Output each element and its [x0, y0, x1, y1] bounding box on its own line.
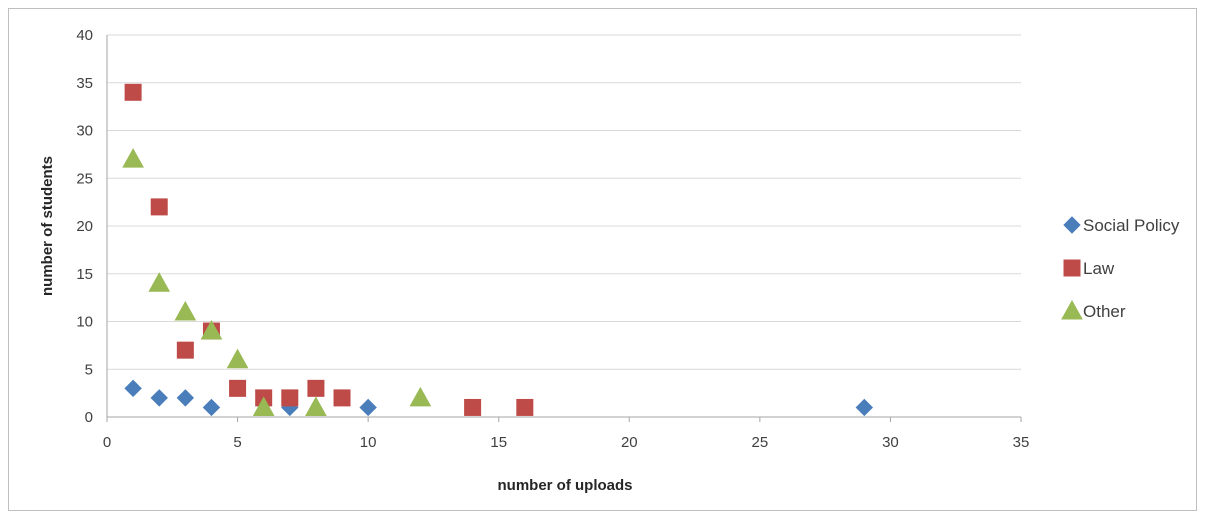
y-tick-label: 0 [85, 409, 93, 426]
legend-marker-law [1063, 259, 1081, 277]
data-point-law [281, 389, 299, 407]
legend-item-other: Other [1061, 299, 1126, 321]
x-tick-label: 35 [1013, 434, 1030, 451]
data-point-other [148, 272, 171, 292]
legend-label-other: Other [1083, 302, 1126, 321]
axes [106, 35, 1022, 422]
data-point-law [124, 83, 142, 101]
data-point-law [333, 389, 351, 407]
x-tick-label: 0 [103, 434, 111, 451]
data-point-law [464, 398, 482, 416]
legend-item-social-policy: Social Policy [1063, 216, 1180, 235]
data-point-law [176, 341, 194, 359]
y-tick-label: 20 [76, 218, 93, 235]
data-point-other [200, 320, 223, 340]
data-point-other [252, 396, 275, 416]
x-tick-label: 5 [233, 434, 241, 451]
gridlines [107, 34, 1021, 370]
x-axis-title: number of uploads [498, 477, 633, 494]
legend-item-law: Law [1063, 259, 1115, 278]
y-tick-labels: 0 5 10 15 20 25 30 35 40 [76, 27, 93, 426]
x-tick-label: 25 [752, 434, 769, 451]
data-point-other [174, 300, 197, 321]
legend-label-law: Law [1083, 259, 1115, 278]
y-tick-label: 30 [76, 123, 93, 140]
data-point-law [516, 398, 534, 416]
x-tick-label: 30 [882, 434, 899, 451]
data-point-other [226, 348, 249, 369]
y-tick-label: 35 [76, 75, 93, 92]
x-tick-labels: 0 5 10 15 20 25 30 35 [103, 434, 1030, 451]
series-law [124, 83, 534, 416]
data-point-social-policy [359, 398, 377, 417]
data-point-law [150, 198, 168, 216]
chart-frame [8, 8, 1197, 511]
series-other [122, 148, 432, 416]
x-tick-label: 15 [490, 434, 507, 451]
legend-marker-other [1061, 299, 1083, 320]
data-points [122, 83, 874, 417]
data-point-other [305, 396, 327, 416]
data-point-other [122, 148, 144, 168]
x-tick-label: 10 [360, 434, 377, 451]
y-tick-label: 25 [76, 170, 93, 187]
y-axis-title: number of students [39, 156, 56, 296]
y-tick-label: 40 [76, 27, 93, 44]
data-point-law [229, 379, 247, 397]
y-tick-label: 10 [76, 314, 93, 331]
data-point-social-policy [150, 389, 168, 407]
data-point-social-policy [202, 398, 221, 417]
data-point-social-policy [855, 398, 874, 417]
legend: Social Policy Law Other [1061, 216, 1180, 321]
x-tick-label: 20 [621, 434, 638, 451]
data-point-other [409, 386, 432, 407]
data-point-law [307, 379, 325, 397]
legend-marker-social-policy [1063, 216, 1081, 234]
data-point-social-policy [124, 379, 142, 398]
y-tick-label: 15 [76, 266, 93, 283]
y-tick-label: 5 [85, 361, 93, 378]
legend-label-social-policy: Social Policy [1083, 216, 1180, 235]
data-point-social-policy [176, 389, 195, 407]
